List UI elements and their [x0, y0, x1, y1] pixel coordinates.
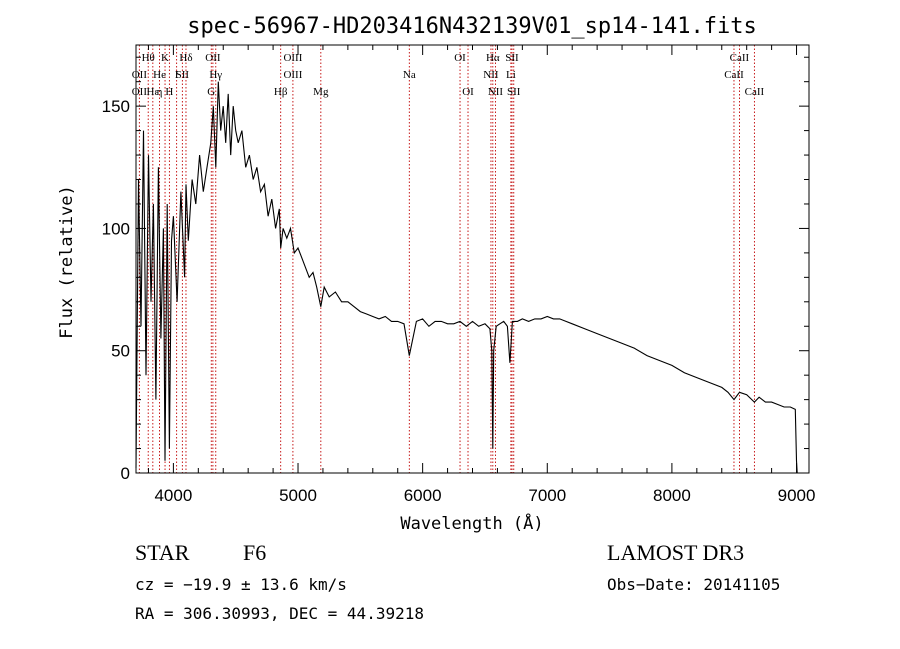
coordinates: RA = 306.30993, DEC = 44.39218 [135, 604, 424, 623]
plot-frame [135, 44, 810, 474]
line-label-27: CaII [730, 52, 750, 64]
line-label-13: G [207, 86, 215, 98]
object-subclass: F6 [243, 540, 266, 565]
line-label-3: Hε [147, 86, 160, 98]
x-tick-label-3: 7000 [528, 486, 566, 505]
redshift-cz: cz = −19.9 ± 13.6 km/s [135, 575, 347, 594]
line-label-6: η [157, 86, 163, 98]
line-label-7: H [165, 86, 173, 98]
y-tick-label-1: 50 [111, 342, 130, 361]
line-label-5: K [161, 52, 169, 64]
line-label-21: Hα [486, 52, 500, 64]
y-axis-ticks: 0 50 100 150 [102, 56, 809, 483]
line-label-24: Li [506, 69, 516, 81]
x-tick-label-1: 5000 [279, 486, 317, 505]
line-label-22: SII [505, 52, 519, 64]
line-label-8: I [175, 69, 179, 81]
line-label-4: He [153, 69, 166, 81]
line-label-1: OII [132, 69, 148, 81]
line-label-15: OIII [283, 69, 302, 81]
y-axis-label: Flux (relative) [57, 185, 77, 339]
survey-name: LAMOST DR3 [607, 540, 744, 565]
line-label-20: OI [462, 86, 474, 98]
line-label-29: CaII [745, 86, 765, 98]
line-label-14: OIII [283, 52, 302, 64]
line-label-25: NII [488, 86, 504, 98]
emission-line-markers [138, 45, 755, 473]
line-label-0: Hθ [142, 52, 155, 64]
line-label-18: Na [403, 69, 416, 81]
object-class: STAR [135, 540, 190, 565]
y-tick-label-2: 100 [102, 219, 130, 238]
x-axis-label: Wavelength (Å) [400, 512, 543, 534]
line-label-26: SII [507, 86, 521, 98]
x-tick-label-4: 8000 [653, 486, 691, 505]
y-tick-label-3: 150 [102, 97, 130, 116]
line-label-10: Hδ [179, 52, 192, 64]
x-axis-ticks: 4000 5000 6000 7000 8000 9000 [147, 45, 816, 505]
line-label-16: Hβ [274, 86, 288, 98]
x-tick-label-0: 4000 [154, 486, 192, 505]
line-label-12: Hγ [209, 69, 222, 81]
spectrum-line [135, 81, 798, 474]
line-label-11: OII [205, 52, 221, 64]
line-label-19: OI [454, 52, 466, 64]
y-tick-label-0: 0 [121, 464, 130, 483]
chart-title: spec-56967-HD203416N432139V01_sp14-141.f… [187, 14, 757, 39]
line-label-2: OII [132, 86, 148, 98]
x-tick-label-5: 9000 [778, 486, 816, 505]
line-label-28: CaII [724, 69, 744, 81]
line-label-9: SII [176, 69, 190, 81]
line-label-23: NII [483, 69, 499, 81]
observation-date: Obs−Date: 20141105 [607, 575, 780, 594]
line-label-17: Mg [313, 86, 329, 98]
x-tick-label-2: 6000 [404, 486, 442, 505]
